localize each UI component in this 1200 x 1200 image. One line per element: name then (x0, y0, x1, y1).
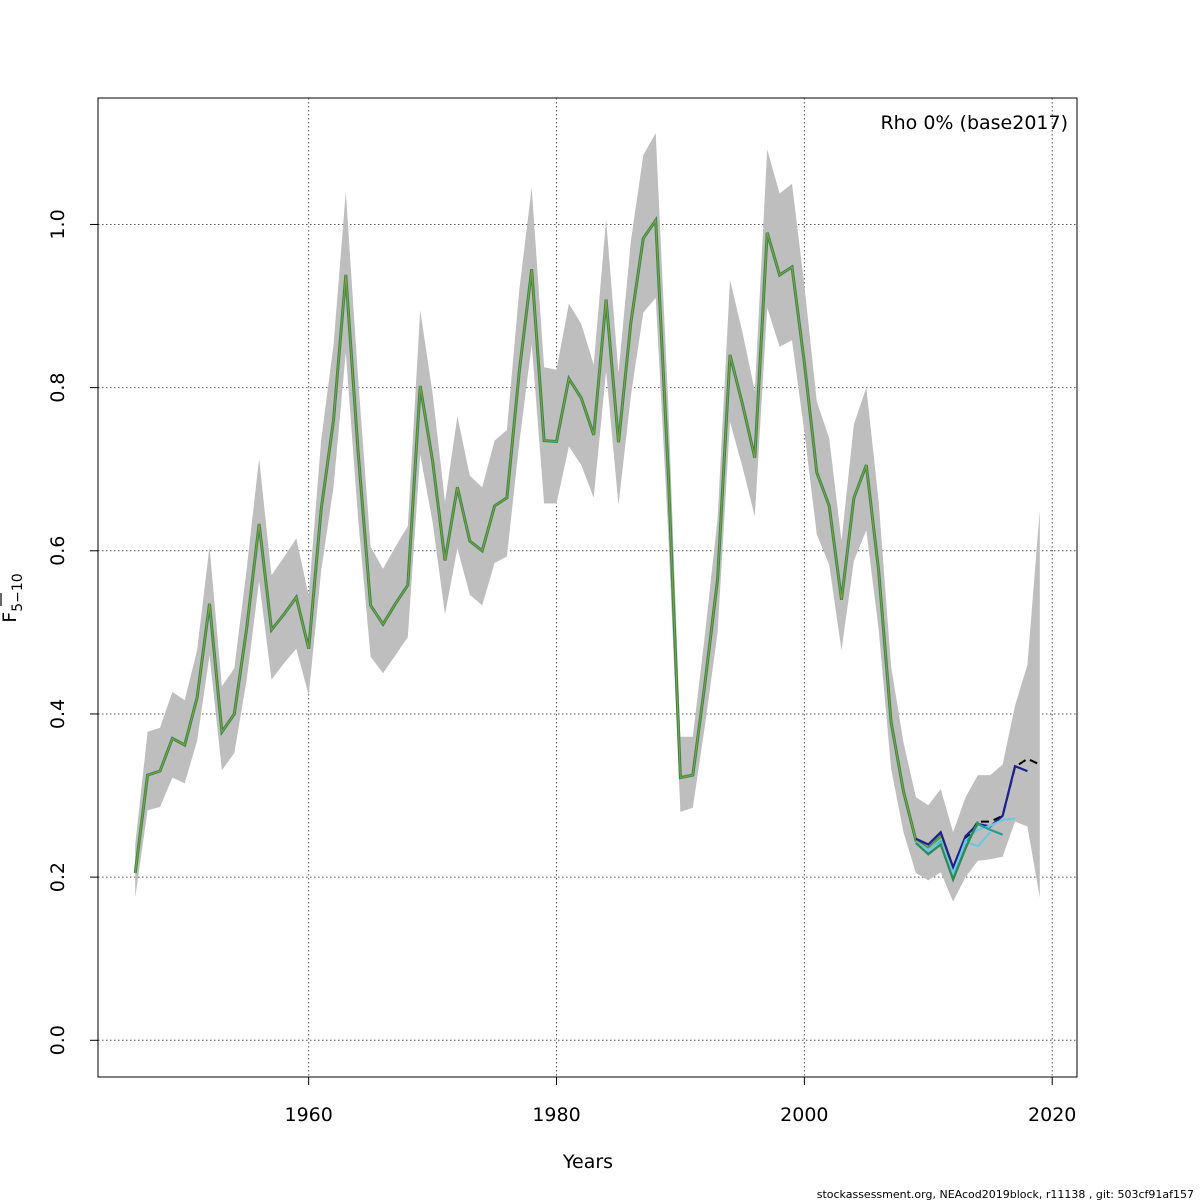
y-axis-title: F5−10 (0, 573, 26, 622)
x-tick-label: 2020 (1028, 1104, 1076, 1126)
y-tick-label: 0.8 (47, 373, 69, 403)
footer-credit: stockassessment.org, NEAcod2019block, r1… (817, 1188, 1194, 1200)
retro-peel-line-2 (915, 817, 1016, 879)
x-tick-label: 1980 (532, 1104, 580, 1126)
confidence-band (135, 133, 1040, 902)
x-tick-label: 1960 (284, 1104, 332, 1126)
x-axis: 1960 1980 2000 2020 (284, 1076, 1076, 1126)
series-lines (133, 215, 1041, 883)
y-axis-title-subscript: 5−10 (10, 573, 26, 611)
y-tick-label: 0.4 (47, 699, 69, 729)
x-tick-label: 2000 (780, 1104, 828, 1126)
estimate-line-overlay (134, 218, 966, 874)
y-axis-title-main: F (0, 612, 21, 623)
x-axis-title: Years (562, 1151, 613, 1173)
chart-annotation: Rho 0% (base2017) (880, 112, 1068, 134)
y-axis: 0.0 0.2 0.4 0.6 0.8 1.0 (47, 209, 99, 1055)
retro-peel-line-1 (915, 764, 1028, 871)
y-tick-label: 0.2 (47, 862, 69, 892)
y-tick-label: 0.0 (47, 1025, 69, 1055)
y-tick-label: 0.6 (47, 536, 69, 566)
retro-peel-line-5 (915, 821, 979, 883)
retro-peel-line-4 (915, 831, 992, 876)
svg-text:F5−10: F5−10 (0, 573, 26, 622)
grid-lines (98, 98, 1077, 1077)
y-tick-label: 1.0 (47, 209, 69, 239)
